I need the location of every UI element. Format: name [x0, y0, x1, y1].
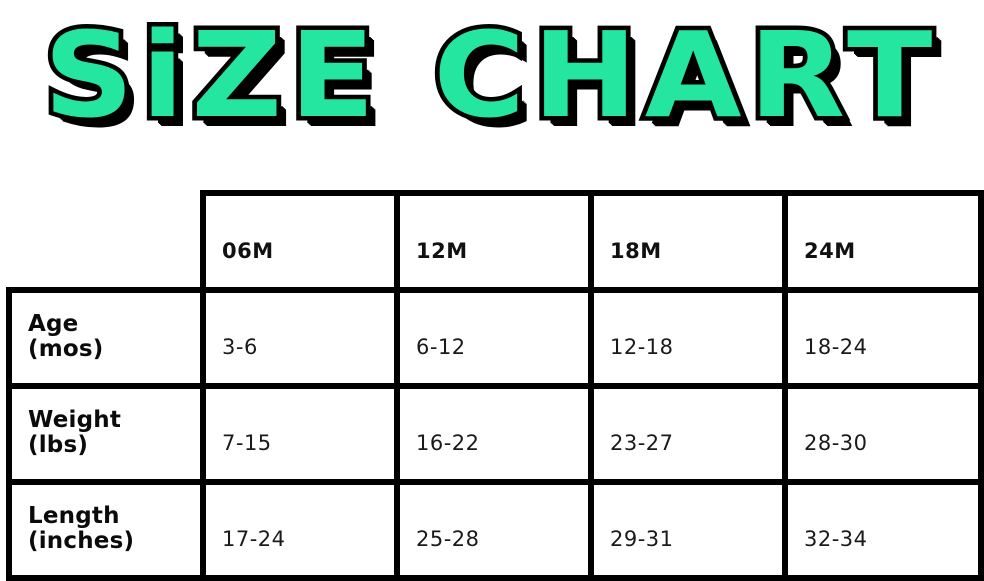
row-label-name: Length [28, 502, 120, 529]
row-label-unit: (inches) [28, 528, 135, 555]
cell-weight-24m: 28-30 [782, 383, 984, 482]
cell-weight-12m: 16-22 [394, 383, 591, 482]
column-header-24m: 24M [782, 190, 984, 290]
cell-length-18m: 29-31 [588, 479, 785, 581]
cell-value: 25-28 [416, 527, 480, 551]
column-header-12m: 12M [394, 190, 591, 290]
row-header-age: Age (mos) [6, 287, 203, 386]
column-header-label: 06M [222, 239, 274, 263]
table-row: Age (mos) 3-6 6-12 12-18 18-24 [6, 287, 984, 386]
cell-value: 28-30 [804, 431, 868, 455]
table-corner-cell [9, 193, 203, 290]
cell-age-24m: 18-24 [782, 287, 984, 386]
column-header-label: 12M [416, 239, 468, 263]
row-header-length: Length (inches) [6, 479, 203, 581]
page-title: SiZE CHART [39, 6, 941, 144]
cell-age-06m: 3-6 [200, 287, 397, 386]
cell-value: 3-6 [222, 335, 258, 359]
cell-value: 18-24 [804, 335, 868, 359]
row-label: Age (mos) [12, 310, 200, 384]
cell-weight-06m: 7-15 [200, 383, 397, 482]
row-label-unit: (lbs) [28, 432, 89, 459]
corner-label [9, 263, 200, 287]
cell-value: 6-12 [416, 335, 466, 359]
table-row: Weight (lbs) 7-15 16-22 23-27 28-30 [6, 383, 984, 482]
cell-age-18m: 12-18 [588, 287, 785, 386]
cell-length-06m: 17-24 [200, 479, 397, 581]
row-label-name: Weight [28, 406, 122, 433]
cell-value: 12-18 [610, 335, 674, 359]
cell-length-24m: 32-34 [782, 479, 984, 581]
cell-value: 17-24 [222, 527, 286, 551]
row-label: Length (inches) [12, 502, 200, 576]
column-header-18m: 18M [588, 190, 785, 290]
cell-weight-18m: 23-27 [588, 383, 785, 482]
column-header-label: 24M [804, 239, 856, 263]
row-label-unit: (mos) [28, 336, 104, 363]
cell-age-12m: 6-12 [394, 287, 591, 386]
cell-value: 7-15 [222, 431, 272, 455]
row-label: Weight (lbs) [12, 406, 200, 480]
column-header-06m: 06M [200, 190, 397, 290]
table-header-row: 06M 12M 18M 24M [9, 190, 984, 290]
column-header-label: 18M [610, 239, 662, 263]
cell-value: 29-31 [610, 527, 674, 551]
cell-value: 23-27 [610, 431, 674, 455]
table-row: Length (inches) 17-24 25-28 29-31 32- [6, 479, 984, 581]
title-banner: SiZE CHART [0, 0, 984, 150]
cell-length-12m: 25-28 [394, 479, 591, 581]
cell-value: 16-22 [416, 431, 480, 455]
row-header-weight: Weight (lbs) [6, 383, 203, 482]
size-table-container: 06M 12M 18M 24M Age [0, 190, 984, 581]
row-label-name: Age [28, 310, 79, 337]
size-chart-table: 06M 12M 18M 24M Age [6, 190, 984, 581]
cell-value: 32-34 [804, 527, 868, 551]
